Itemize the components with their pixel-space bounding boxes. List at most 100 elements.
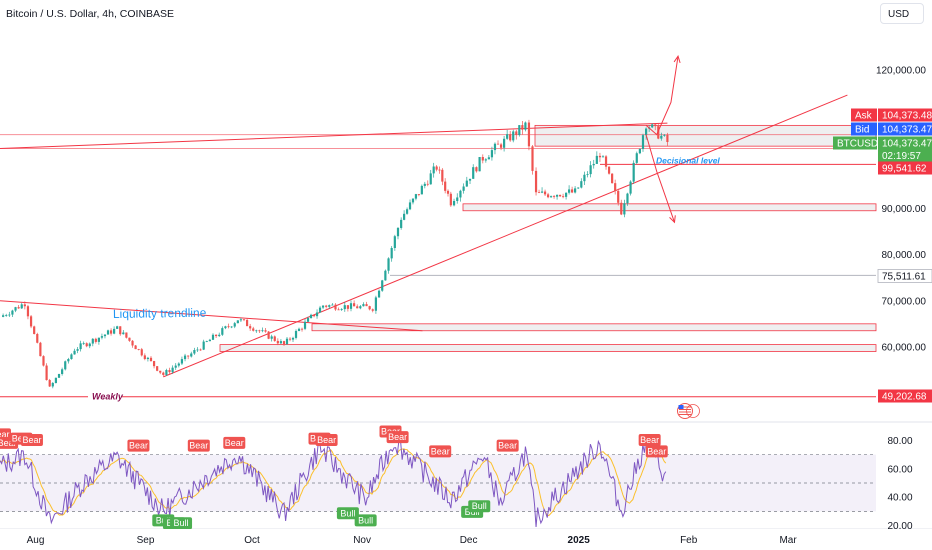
price-tag-box — [878, 161, 932, 175]
candle-body — [73, 350, 76, 355]
candle-body — [264, 330, 267, 332]
candle-body — [543, 191, 547, 195]
candle-body — [224, 326, 227, 329]
price-tag-box — [878, 136, 932, 163]
candle-body — [484, 159, 487, 161]
candle-body — [279, 341, 283, 344]
rsi-ma-line — [0, 445, 667, 517]
projection-path — [645, 134, 675, 223]
candle-body — [396, 227, 400, 237]
candle-body — [180, 359, 184, 364]
arrow-head — [673, 55, 681, 63]
price-tag-value: 49,202.68 — [882, 392, 927, 403]
candle-body — [598, 155, 602, 158]
candle-body — [537, 192, 541, 194]
price-tag-label-box — [851, 122, 877, 136]
candle-body — [297, 328, 301, 331]
rsi-signal-label: Bear — [317, 435, 336, 445]
candle-body — [282, 341, 286, 345]
candle-body — [509, 134, 512, 141]
candle-body — [177, 363, 180, 366]
candle-body — [444, 181, 447, 191]
candle-body — [429, 173, 432, 185]
rsi-signal-label: Bear — [22, 435, 41, 445]
candle-body — [403, 213, 406, 220]
candle-body — [552, 196, 556, 197]
candle-body — [79, 343, 82, 350]
candle-body — [64, 361, 67, 370]
rsi-line — [0, 434, 667, 528]
candle-body — [325, 305, 328, 307]
price-tag-value: 99,541.62 — [882, 164, 927, 175]
annotation-weakly-bg — [88, 390, 122, 403]
rsi-signal-box — [354, 514, 377, 527]
candle-body — [288, 338, 292, 340]
candle-body — [632, 162, 635, 182]
annotation-decisional-level: Decisional level — [656, 155, 720, 165]
price-tag-box — [878, 122, 932, 136]
candle-body — [604, 156, 608, 167]
rsi-y-tick-label: 60.00 — [887, 464, 912, 475]
rsi-signal-box — [20, 434, 43, 447]
candle-body — [374, 297, 378, 311]
rsi-signal-box — [468, 500, 491, 513]
candle-body — [423, 183, 426, 186]
candle-body — [125, 332, 128, 338]
price-tag-label-box — [833, 136, 877, 150]
candle-body — [438, 169, 441, 171]
candle-body — [103, 334, 107, 337]
rsi-signal-label: Bear — [0, 429, 10, 439]
candle-body — [152, 361, 156, 367]
rsi-signal-box — [336, 507, 359, 520]
y-tick-label: 60,000.00 — [882, 342, 927, 353]
candle-body — [362, 304, 365, 307]
rsi-signal-label: Bear — [640, 435, 659, 445]
x-tick-label: Sep — [137, 535, 155, 546]
candle-body — [156, 366, 159, 371]
price-tag-value: 104,373.48 — [882, 111, 932, 122]
candle-body — [285, 338, 289, 345]
candle-body — [29, 316, 33, 327]
x-tick-label: Oct — [244, 535, 260, 546]
candle-body — [100, 336, 104, 338]
candle-body — [183, 355, 187, 360]
candle-body — [94, 338, 97, 342]
currency-button[interactable]: USD — [880, 3, 924, 24]
rsi-y-tick-label: 20.00 — [887, 521, 912, 532]
candle-body — [384, 270, 387, 281]
candle-body — [33, 326, 36, 334]
candle-body — [91, 338, 94, 344]
flag-canton — [678, 405, 684, 409]
candle-body — [113, 328, 116, 334]
candle-body — [196, 349, 199, 351]
candle-body — [218, 334, 221, 337]
rsi-signal-label: Bear — [129, 441, 148, 451]
rsi-signal-box — [315, 434, 338, 447]
candle-body — [512, 131, 515, 141]
candle-body — [478, 157, 481, 172]
candle-body — [42, 356, 45, 366]
projection-path — [645, 56, 679, 136]
candle-body — [435, 166, 438, 170]
x-tick-label: Dec — [460, 535, 478, 546]
candle-body — [122, 332, 125, 335]
candle-body — [131, 340, 134, 346]
candle-body — [23, 304, 26, 307]
time-axis-bg — [0, 529, 932, 550]
price-tag-value: 104,373.47 — [882, 125, 932, 136]
candle-body — [666, 134, 669, 143]
candle-body — [645, 128, 648, 136]
candle-body — [567, 189, 571, 193]
candle-body — [534, 170, 538, 193]
candle-body — [273, 336, 276, 341]
candle-body — [82, 343, 85, 345]
candle-body — [187, 355, 190, 357]
rsi-signal-label: Bear — [647, 446, 666, 456]
candle-body — [432, 166, 435, 174]
candle-body — [555, 194, 559, 197]
candle-body — [641, 135, 645, 149]
candle-body — [496, 143, 500, 145]
candle-body — [328, 305, 331, 307]
candle-body — [607, 166, 611, 174]
